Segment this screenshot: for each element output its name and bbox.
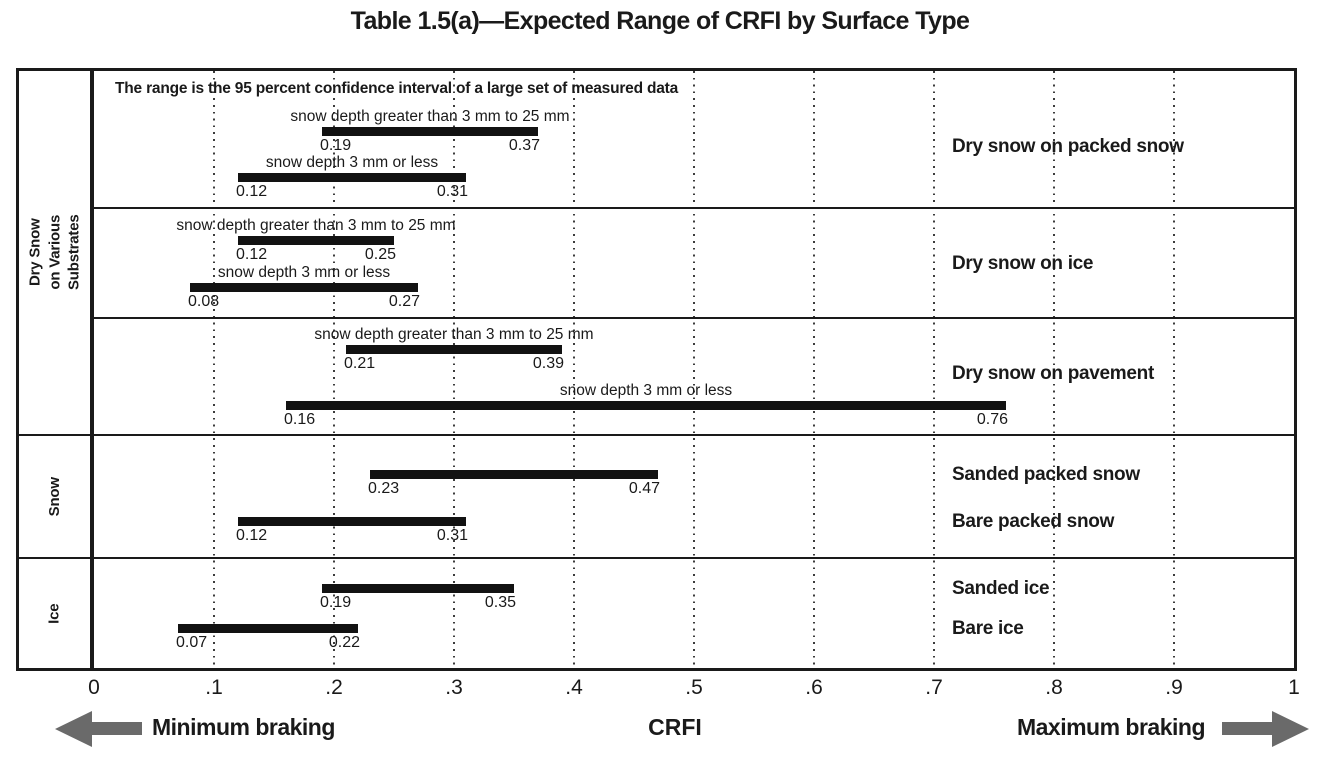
surface-type-label: Sanded packed snow: [952, 464, 1140, 485]
left-arrow-shaft: [90, 722, 142, 735]
range-bar: [322, 584, 514, 593]
range-bar: [286, 401, 1006, 410]
bar-max-value: 0.76: [976, 411, 1008, 428]
gridline-9: [1173, 71, 1175, 668]
surface-type-label: Sanded ice: [952, 578, 1050, 599]
chart-title: Table 1.5(a)—Expected Range of CRFI by S…: [350, 7, 970, 35]
row-group-label: Ice: [45, 603, 63, 624]
range-bar: [322, 127, 538, 136]
bar-max-value: 0.27: [388, 293, 420, 310]
chart-frame: Dry Snow on Various Substrates Snow Ice Th…: [16, 68, 1297, 671]
bar-condition-label: snow depth greater than 3 mm to 25 mm: [176, 217, 456, 234]
gridline-4: [573, 71, 575, 668]
x-tick-label: .9: [1165, 676, 1183, 699]
x-tick-label: .8: [1045, 676, 1063, 699]
gridline-2: [333, 71, 335, 668]
x-tick-label: .2: [325, 676, 343, 699]
bar-condition-label: snow depth greater than 3 mm to 25 mm: [314, 326, 594, 343]
row-group-cell: Snow: [19, 434, 90, 557]
range-bar: [370, 470, 658, 479]
bar-min-value: 0.16: [284, 411, 316, 428]
surface-type-label: Dry snow on ice: [952, 253, 1094, 274]
bar-condition-label: snow depth 3 mm or less: [217, 264, 391, 281]
surface-section: snow depth greater than 3 mm to 25 mm 0.1…: [94, 207, 1294, 317]
bar-max-value: 0.31: [436, 527, 468, 544]
range-bar: [178, 624, 358, 633]
chart-annotation: The range is the 95 percent confidence i…: [115, 80, 679, 97]
category-axis-column: Dry Snow on Various Substrates Snow Ice: [19, 71, 94, 668]
bar-min-value: 0.19: [320, 594, 352, 611]
row-group-cell: Ice: [19, 557, 90, 668]
range-bar: [238, 173, 466, 182]
bar-max-value: 0.25: [364, 246, 396, 263]
left-arrow-icon: [55, 711, 92, 747]
gridline-5: [693, 71, 695, 668]
x-tick-label: 0: [88, 676, 100, 699]
x-tick-label: .4: [565, 676, 583, 699]
bar-condition-label: snow depth 3 mm or less: [559, 382, 733, 399]
x-tick-label: .7: [925, 676, 943, 699]
x-tick-label: 1: [1288, 676, 1300, 699]
x-axis: 0 .1 .2 .3 .4 .5 .6 .7 .8 .9 1: [0, 676, 1320, 702]
bar-min-value: 0.12: [236, 527, 268, 544]
surface-section: 0.23 0.47 Sanded packed snow 0.12 0.31 Bare p…: [94, 434, 1294, 557]
bar-min-value: 0.12: [236, 246, 268, 263]
bar-max-value: 0.31: [436, 183, 468, 200]
bar-min-value: 0.19: [320, 137, 352, 154]
x-tick-label: .5: [685, 676, 703, 699]
bar-condition-label: snow depth 3 mm or less: [265, 154, 439, 171]
min-braking-label: Minimum braking: [152, 714, 335, 740]
surface-type-label: Dry snow on pavement: [952, 363, 1154, 384]
gridline-6: [813, 71, 815, 668]
bar-max-value: 0.47: [628, 480, 660, 497]
range-bar: [190, 283, 418, 292]
bar-min-value: 0.23: [368, 480, 400, 497]
surface-type-label: Dry snow on packed snow: [952, 136, 1184, 157]
max-braking-label: Maximum braking: [1016, 714, 1206, 740]
gridline-1: [213, 71, 215, 668]
gridline-8: [1053, 71, 1055, 668]
right-arrow-shaft: [1222, 722, 1274, 735]
x-tick-label: .3: [445, 676, 463, 699]
range-bar: [238, 517, 466, 526]
surface-section: snow depth greater than 3 mm to 25 mm 0.2…: [94, 317, 1294, 434]
bar-max-value: 0.22: [328, 634, 360, 651]
surface-section: 0.19 0.35 Sanded ice 0.07 0.22 Bare ice: [94, 557, 1294, 668]
surface-type-label: Bare packed snow: [952, 511, 1115, 532]
bar-min-value: 0.12: [236, 183, 268, 200]
range-bar: [346, 345, 562, 354]
bar-condition-label: snow depth greater than 3 mm to 25 mm: [290, 108, 570, 125]
bar-max-value: 0.37: [508, 137, 540, 154]
x-tick-label: .1: [205, 676, 223, 699]
bar-min-value: 0.21: [344, 355, 376, 372]
x-axis-title: CRFI: [648, 714, 702, 740]
gridline-3: [453, 71, 455, 668]
gridline-7: [933, 71, 935, 668]
x-tick-label: .6: [805, 676, 823, 699]
plot-area: The range is the 95 percent confidence i…: [94, 71, 1294, 668]
row-group-cell: Dry Snow on Various Substrates: [19, 71, 90, 434]
range-bar: [238, 236, 394, 245]
right-arrow-icon: [1272, 711, 1309, 747]
bar-max-value: 0.39: [532, 355, 564, 372]
surface-section: snow depth greater than 3 mm to 25 mm 0.1…: [94, 71, 1294, 207]
surface-type-label: Bare ice: [952, 618, 1024, 639]
bar-min-value: 0.08: [188, 293, 220, 310]
row-group-label: Snow: [45, 476, 63, 517]
bar-min-value: 0.07: [176, 634, 208, 651]
bar-max-value: 0.35: [484, 594, 516, 611]
